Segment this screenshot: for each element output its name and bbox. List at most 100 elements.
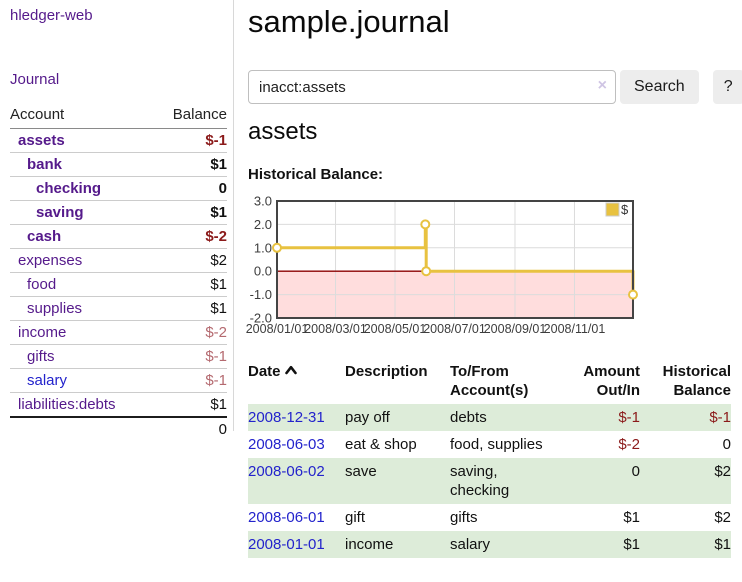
transaction-accounts: debts bbox=[450, 409, 487, 426]
account-link[interactable]: gifts bbox=[27, 348, 55, 365]
transaction-accounts: saving, checking bbox=[450, 463, 510, 499]
transaction-date: 2008-06-03 bbox=[248, 431, 345, 458]
transaction-date-link[interactable]: 2008-06-02 bbox=[248, 463, 325, 480]
y-axis-tick-label: 3.0 bbox=[254, 194, 272, 209]
transaction-amount: $-1 bbox=[618, 409, 640, 426]
accounts-header-balance: Balance bbox=[153, 104, 227, 129]
x-axis-tick-label: 2008/09/01 bbox=[484, 322, 547, 336]
accounts-total-row: 0 bbox=[10, 416, 227, 441]
accounts-body: assets $-1 bank $1 checking 0 saving $1 cash $-2 e… bbox=[10, 128, 227, 418]
y-axis-tick-label: -1.0 bbox=[250, 287, 272, 302]
account-row: assets $-1 bbox=[10, 128, 227, 153]
account-link[interactable]: assets bbox=[18, 132, 65, 149]
y-axis-tick-label: 0.0 bbox=[254, 264, 272, 279]
search-input-wrap: × bbox=[248, 70, 616, 104]
x-axis-tick-label: 2008/03/01 bbox=[304, 322, 367, 336]
account-link[interactable]: checking bbox=[36, 180, 102, 197]
x-axis-tick-label: 2008/07/01 bbox=[423, 322, 486, 336]
y-axis-tick-label: 1.0 bbox=[254, 240, 272, 255]
transaction-description: pay off bbox=[345, 409, 390, 426]
register-header-date: Date bbox=[248, 360, 345, 404]
transaction-balance: $2 bbox=[714, 509, 731, 526]
register-header-balance: Historical Balance bbox=[662, 363, 731, 399]
main-content: sample.journal × Search ? assets Histori… bbox=[246, 0, 742, 582]
transaction-date: 2008-06-02 bbox=[248, 458, 345, 504]
page-title: sample.journal bbox=[248, 4, 450, 39]
account-row: gifts $-1 bbox=[10, 344, 227, 369]
account-link[interactable]: income bbox=[18, 324, 67, 341]
account-link[interactable]: liabilities:debts bbox=[18, 396, 116, 413]
account-link[interactable]: supplies bbox=[27, 300, 83, 317]
y-axis-tick-label: -2.0 bbox=[250, 311, 272, 326]
account-balance: 0 bbox=[153, 176, 227, 201]
account-row: salary $-1 bbox=[10, 368, 227, 393]
search-button[interactable]: Search bbox=[620, 70, 699, 104]
accounts-table: Account Balance assets $-1 bank $1 checking 0… bbox=[10, 104, 227, 441]
x-axis-tick-label: 2008/11/01 bbox=[544, 322, 606, 336]
transaction-amount: 0 bbox=[631, 463, 640, 480]
account-row: liabilities:debts $1 bbox=[10, 392, 227, 418]
account-balance: $-2 bbox=[153, 320, 227, 345]
account-balance: $1 bbox=[153, 272, 227, 297]
data-point-marker bbox=[420, 219, 431, 230]
account-balance: $2 bbox=[153, 248, 227, 273]
account-row: bank $1 bbox=[10, 152, 227, 177]
legend-label: $ bbox=[621, 202, 629, 217]
data-point-marker bbox=[421, 266, 432, 277]
transaction-balance: $1 bbox=[714, 536, 731, 553]
account-link[interactable]: expenses bbox=[18, 252, 83, 269]
data-point-marker bbox=[628, 289, 638, 300]
clear-search-icon[interactable]: × bbox=[597, 77, 607, 94]
y-axis-tick-label: 2.0 bbox=[254, 217, 272, 232]
sidebar-item-journal[interactable]: Journal bbox=[10, 71, 60, 88]
transaction-row: 2008-12-31 pay off debts $-1 $-1 bbox=[248, 404, 731, 431]
account-link[interactable]: saving bbox=[36, 204, 84, 221]
chart-title: Historical Balance: bbox=[248, 166, 384, 183]
register-header-row: Date Description To/From Account(s) Amou… bbox=[248, 360, 731, 404]
app-brand-link[interactable]: hledger-web bbox=[10, 7, 93, 24]
plot-border bbox=[276, 200, 634, 319]
account-balance: $-1 bbox=[153, 344, 227, 369]
data-point-marker bbox=[272, 242, 282, 253]
account-row: supplies $1 bbox=[10, 296, 227, 321]
account-row: saving $1 bbox=[10, 200, 227, 225]
help-button[interactable]: ? bbox=[712, 70, 742, 104]
accounts-header-account: Account bbox=[10, 104, 154, 129]
x-axis-tick-label: 2008/05/01 bbox=[364, 322, 427, 336]
account-row: expenses $2 bbox=[10, 248, 227, 273]
register-table: Date Description To/From Account(s) Amou… bbox=[248, 360, 731, 558]
transaction-date: 2008-01-01 bbox=[248, 531, 345, 558]
search-form: × Search ? bbox=[248, 70, 742, 104]
account-row: food $1 bbox=[10, 272, 227, 297]
transaction-date-link[interactable]: 2008-06-03 bbox=[248, 436, 325, 453]
transaction-date: 2008-06-01 bbox=[248, 504, 345, 531]
accounts-total-spacer bbox=[10, 416, 154, 441]
accounts-header-row: Account Balance bbox=[10, 104, 227, 129]
account-link[interactable]: salary bbox=[27, 372, 68, 389]
transaction-balance: $-1 bbox=[709, 409, 731, 426]
account-row: checking 0 bbox=[10, 176, 227, 201]
transaction-date: 2008-12-31 bbox=[248, 404, 345, 431]
transaction-accounts: food, supplies bbox=[450, 436, 543, 453]
sidebar-divider bbox=[233, 0, 234, 431]
transaction-date-link[interactable]: 2008-01-01 bbox=[248, 536, 325, 553]
search-input[interactable] bbox=[248, 70, 616, 104]
account-balance: $1 bbox=[153, 296, 227, 321]
transaction-amount: $1 bbox=[623, 536, 640, 553]
accounts-total-value: 0 bbox=[153, 416, 227, 441]
transaction-amount: $-2 bbox=[618, 436, 640, 453]
register-header-description: Description bbox=[345, 363, 428, 380]
transaction-row: 2008-06-02 save saving, checking 0 $2 bbox=[248, 458, 731, 504]
transaction-date-link[interactable]: 2008-06-01 bbox=[248, 509, 325, 526]
account-row: income $-2 bbox=[10, 320, 227, 345]
transaction-date-link[interactable]: 2008-12-31 bbox=[248, 409, 325, 426]
transaction-description: eat & shop bbox=[345, 436, 417, 453]
account-link[interactable]: cash bbox=[27, 228, 62, 245]
transaction-row: 2008-06-03 eat & shop food, supplies $-2 0 bbox=[248, 431, 731, 458]
account-balance: $-2 bbox=[153, 224, 227, 249]
account-link[interactable]: bank bbox=[27, 156, 63, 173]
x-axis-tick-label: 2008/01/01 bbox=[246, 322, 309, 336]
account-link[interactable]: food bbox=[27, 276, 57, 293]
transaction-description: gift bbox=[345, 509, 366, 526]
register-header-accounts: To/From Account(s) bbox=[450, 363, 529, 399]
